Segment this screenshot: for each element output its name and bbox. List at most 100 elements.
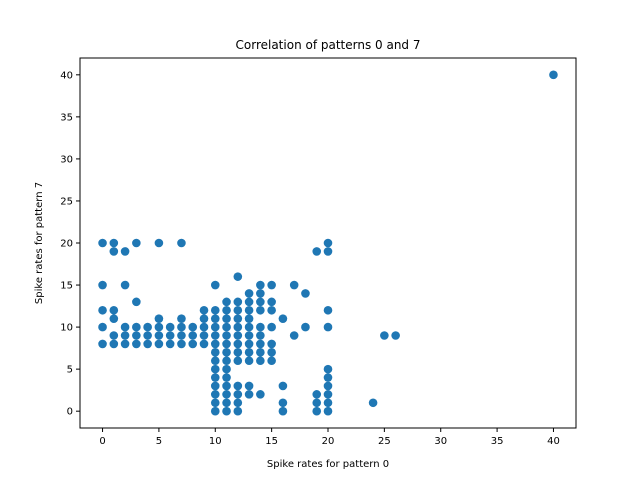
y-axis-label: Spike rates for pattern 7: [34, 182, 45, 304]
data-point: [244, 305, 254, 315]
data-point: [132, 297, 141, 307]
data-point: [312, 247, 322, 256]
data-point: [233, 390, 243, 399]
data-point: [312, 390, 322, 399]
data-point: [210, 348, 220, 357]
data-point: [289, 280, 299, 290]
data-point: [267, 305, 276, 315]
data-point: [210, 364, 220, 374]
data-point: [267, 356, 276, 366]
data-point: [267, 348, 276, 357]
data-point: [323, 305, 333, 315]
x-axis-label: Spike rates for pattern 0: [267, 459, 389, 470]
data-point: [267, 322, 276, 332]
data-point: [177, 238, 186, 248]
data-point: [323, 373, 333, 382]
y-tick-label: 0: [67, 407, 73, 418]
data-point: [233, 398, 243, 408]
data-point: [323, 406, 333, 416]
data-point: [98, 339, 107, 349]
data-point: [177, 339, 186, 349]
data-point: [233, 348, 243, 357]
data-point: [199, 339, 209, 349]
data-point: [154, 331, 164, 340]
data-point: [222, 373, 231, 382]
data-point: [210, 398, 220, 408]
data-point: [98, 322, 107, 332]
data-point: [267, 280, 276, 290]
data-point: [222, 305, 231, 315]
data-point: [233, 406, 243, 416]
data-point: [143, 322, 152, 332]
data-point: [256, 390, 265, 399]
data-point: [222, 348, 231, 357]
data-point: [256, 348, 265, 357]
data-point: [98, 280, 107, 290]
data-point: [210, 331, 220, 340]
y-tick-label: 40: [60, 70, 73, 81]
x-tick-label: 15: [265, 436, 278, 447]
data-point: [256, 297, 265, 307]
data-point: [391, 331, 400, 340]
data-point: [109, 247, 119, 256]
data-point: [244, 331, 254, 340]
data-point: [256, 280, 265, 290]
data-point: [222, 390, 231, 399]
data-point: [244, 314, 254, 323]
data-point: [222, 339, 231, 349]
x-tick-label: 0: [99, 436, 105, 447]
y-tick-label: 10: [60, 323, 73, 334]
data-point: [165, 322, 175, 332]
data-point: [109, 339, 119, 349]
data-point: [177, 322, 186, 332]
data-point: [233, 356, 243, 366]
data-point: [278, 398, 288, 408]
y-tick-label: 25: [60, 196, 73, 207]
x-tick-label: 35: [491, 436, 504, 447]
data-point: [301, 289, 310, 298]
data-point: [222, 398, 231, 408]
data-point: [188, 339, 198, 349]
data-point: [132, 322, 141, 332]
data-point: [210, 314, 220, 323]
data-point: [289, 331, 299, 340]
data-point: [154, 314, 164, 323]
data-point: [98, 305, 107, 315]
data-point: [256, 331, 265, 340]
data-point: [210, 381, 220, 391]
y-tick-label: 20: [60, 239, 73, 250]
data-point: [233, 322, 243, 332]
data-point: [222, 322, 231, 332]
data-point: [301, 322, 310, 332]
data-point: [132, 238, 141, 248]
data-point: [244, 297, 254, 307]
data-point: [222, 381, 231, 391]
data-point: [132, 331, 141, 340]
data-point: [323, 398, 333, 408]
data-point: [210, 356, 220, 366]
data-point: [323, 364, 333, 374]
y-tick-label: 35: [60, 112, 73, 123]
data-point: [244, 390, 254, 399]
data-point: [323, 381, 333, 391]
data-point: [177, 314, 186, 323]
data-point: [154, 322, 164, 332]
data-point: [278, 406, 288, 416]
data-point: [188, 331, 198, 340]
data-point: [199, 331, 209, 340]
data-point: [380, 331, 389, 340]
data-point: [278, 381, 288, 391]
data-point: [210, 305, 220, 315]
data-point: [210, 390, 220, 399]
x-tick-label: 25: [378, 436, 391, 447]
data-point: [222, 297, 231, 307]
data-point: [244, 348, 254, 357]
data-point: [278, 314, 288, 323]
data-point: [323, 238, 333, 248]
data-point: [312, 398, 322, 408]
data-point: [210, 373, 220, 382]
data-point: [222, 406, 231, 416]
data-point: [256, 305, 265, 315]
data-point: [199, 305, 209, 315]
